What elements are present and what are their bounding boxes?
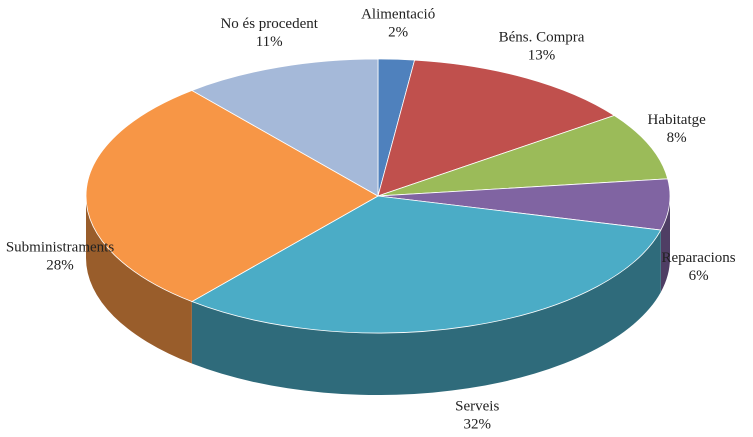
pie-slice — [377, 115, 669, 197]
pie-slice — [190, 195, 662, 334]
slice-value-label: 11% — [256, 34, 283, 50]
pie-slice-side — [191, 230, 661, 395]
slice-label: Habitatge — [647, 112, 706, 128]
slice-value-label: 32% — [464, 416, 492, 432]
slice-value-label: 2% — [388, 25, 408, 41]
slice-label: Alimentació — [361, 7, 435, 23]
slice-value-label: 28% — [46, 257, 74, 273]
pie-slice — [85, 89, 379, 303]
pie-slice — [190, 58, 379, 197]
slice-value-label: 6% — [689, 268, 709, 284]
pie-slice-side — [660, 196, 670, 293]
pie-slice-side — [86, 196, 192, 364]
slice-value-label: 13% — [528, 48, 556, 64]
slice-label: Reparacions — [661, 250, 735, 266]
slice-value-label: 8% — [667, 130, 687, 146]
pie-slice — [377, 59, 616, 197]
slice-label: No és procedent — [220, 16, 318, 32]
slice-label: Subministraments — [6, 239, 114, 255]
slice-label: Serveis — [455, 398, 499, 414]
slice-label: Béns. Compra — [499, 30, 585, 46]
